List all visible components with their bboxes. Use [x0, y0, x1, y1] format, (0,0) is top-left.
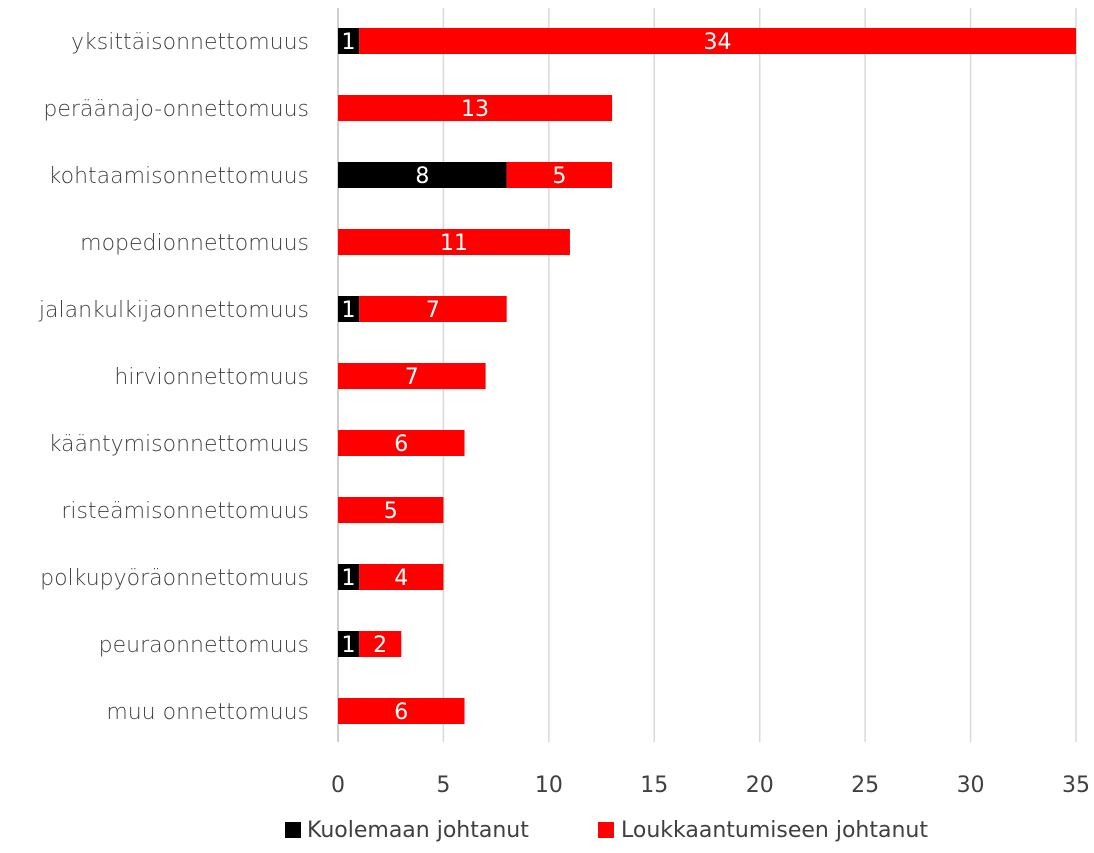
bar-segment-loukkaantumiseen	[338, 95, 613, 121]
data-label: 8	[415, 164, 429, 189]
x-tick-label: 30	[957, 773, 985, 798]
x-tick-label: 0	[331, 773, 345, 798]
data-label: 5	[384, 499, 398, 524]
category-label: risteämisonnettomuus	[61, 499, 309, 524]
data-label: 5	[552, 164, 566, 189]
data-label: 1	[342, 30, 356, 55]
legend-swatch	[598, 822, 614, 838]
x-tick-label: 35	[1062, 773, 1090, 798]
legend: Kuolemaan johtanut Loukkaantumiseen johta…	[285, 818, 928, 843]
category-label: polkupyöräonnettomuus	[40, 566, 309, 591]
x-tick-label: 10	[535, 773, 563, 798]
category-label: kohtaamisonnettomuus	[49, 164, 309, 189]
category-label: mopedionnettomuus	[80, 231, 309, 256]
bar-segment-loukkaantumiseen	[338, 229, 570, 255]
data-label: 6	[394, 432, 408, 457]
bar-segment-kuolemaan	[338, 296, 360, 322]
x-tick-label: 25	[851, 773, 879, 798]
category-label: yksittäisonnettomuus	[71, 30, 309, 55]
data-label: 13	[461, 97, 489, 122]
bar-segment-loukkaantumiseen	[338, 430, 465, 456]
x-tick-label: 20	[746, 773, 774, 798]
x-tick-label: 5	[436, 773, 450, 798]
bar-segment-loukkaantumiseen	[338, 497, 444, 523]
bar-segment-loukkaantumiseen	[359, 631, 402, 657]
bar-segment-loukkaantumiseen	[359, 28, 1077, 54]
legend-label: Loukkaantumiseen johtanut	[621, 818, 928, 843]
data-label: 7	[426, 298, 440, 323]
data-label: 1	[342, 633, 356, 658]
data-label: 1	[342, 298, 356, 323]
legend-swatch	[285, 822, 301, 838]
bar-segment-kuolemaan	[338, 631, 360, 657]
data-label: 1	[342, 566, 356, 591]
bar-segment-loukkaantumiseen	[338, 363, 486, 389]
data-label: 6	[394, 700, 408, 725]
data-label: 2	[373, 633, 387, 658]
legend-label: Kuolemaan johtanut	[307, 818, 529, 843]
bar-segment-loukkaantumiseen	[359, 296, 507, 322]
category-label: peuraonnettomuus	[99, 633, 309, 658]
bar-segment-kuolemaan	[338, 28, 360, 54]
data-label: 34	[704, 30, 732, 55]
bar-segment-kuolemaan	[338, 162, 507, 188]
gridlines	[337, 8, 1077, 742]
data-label: 11	[440, 231, 468, 256]
category-label: jalankulkijaonnettomuus	[38, 298, 309, 323]
category-label: peräänajo-onnettomuus	[43, 97, 309, 122]
bar-segment-loukkaantumiseen	[359, 564, 444, 590]
bar-segment-kuolemaan	[338, 564, 360, 590]
data-label: 7	[405, 365, 419, 390]
bar-segment-loukkaantumiseen	[506, 162, 613, 188]
data-label: 4	[394, 566, 408, 591]
category-label: kääntymisonnettomuus	[49, 432, 309, 457]
x-tick-label: 15	[640, 773, 668, 798]
category-labels: yksittäisonnettomuus peräänajo-onnettomuu…	[38, 30, 309, 725]
category-label: hirvionnettomuus	[114, 365, 309, 390]
category-label: muu onnettomuus	[106, 700, 309, 725]
bar-segment-loukkaantumiseen	[338, 698, 465, 724]
x-axis-tick-labels: 0 5 10 15 20 25 30 35	[331, 773, 1090, 798]
